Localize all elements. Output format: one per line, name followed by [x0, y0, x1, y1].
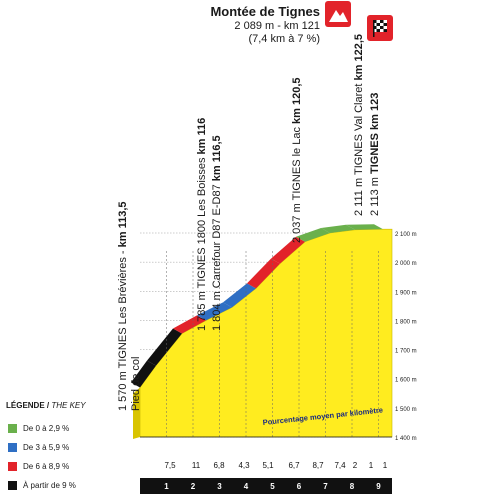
gradient-ribbon-segment — [321, 224, 355, 233]
profile-side — [133, 387, 140, 439]
y-tick-label: 1 700 m — [395, 349, 417, 355]
y-tick-label: 2 100 m — [395, 232, 417, 238]
km-tick-label: 6 — [297, 482, 302, 491]
km-tick-label: 8 — [350, 482, 355, 491]
segment-gradient-label: 7,5 — [164, 461, 176, 470]
legend-item-black: À partir de 9 % — [8, 479, 76, 491]
segment-gradient-label: 2 — [353, 461, 358, 470]
gradient-ribbon-segment — [197, 302, 232, 321]
segment-gradient-label: 6,7 — [288, 461, 300, 470]
segment-gradient-label: 4,3 — [238, 461, 250, 470]
legend-swatch-black — [8, 480, 17, 490]
gradient-ribbon-segment — [147, 328, 182, 366]
km-bar — [140, 478, 392, 494]
gradient-ribbon-segment — [173, 315, 206, 334]
gradient-ribbon-segment — [247, 258, 280, 289]
km-tick-label: 9 — [376, 482, 381, 491]
y-tick-label: 2 000 m — [395, 261, 417, 267]
legend-swatch-red — [8, 461, 17, 471]
km-tick-label: 3 — [217, 482, 222, 491]
summit-mountain-icon — [325, 1, 351, 27]
gradient-ribbon-segment — [131, 360, 156, 388]
km-tick-label: 2 — [191, 482, 196, 491]
segment-gradient-label: 8,7 — [312, 461, 324, 470]
waypoint-label-tignes-finish: 2 113 m TIGNES km 123 — [369, 92, 381, 216]
segment-gradient-label: 11 — [192, 461, 201, 470]
segment-gradient-label: 1 — [369, 461, 374, 470]
legend-swatch-blue — [8, 442, 17, 452]
waypoint-label-les-boisses: 1 785 m TIGNES 1800 Les Boisses km 116 — [196, 117, 208, 331]
climb-summit-altitude: 2 089 m - km 121 — [234, 20, 320, 32]
legend-item-green: De 0 à 2,9 % — [8, 422, 69, 434]
segment-gradient-label: 7,4 — [334, 461, 346, 470]
gradient-ribbon-segment — [223, 283, 256, 308]
gradient-ribbon-segment — [271, 236, 305, 264]
segment-gradient-label: 1 — [383, 461, 388, 470]
km-tick-label: 5 — [270, 482, 275, 491]
finish-flag-icon — [367, 15, 393, 41]
km-tick-label: 4 — [244, 482, 249, 491]
segment-gradient-label: 6,8 — [213, 461, 225, 470]
legend-item-blue: De 3 à 5,9 % — [8, 441, 69, 453]
legend-item-red: De 6 à 8,9 % — [8, 460, 69, 472]
climb-title: Montée de Tignes — [210, 4, 320, 19]
waypoint-label-breviere: 1 570 m TIGNES Les Brévières - km 113,5 — [117, 201, 129, 411]
waypoint-label-val-claret: 2 111 m TIGNES Val Claret km 122,5 — [353, 34, 365, 216]
y-tick-label: 1 500 m — [395, 407, 417, 413]
waypoint-note-pied-de-col: Pied de col — [130, 356, 142, 411]
km-tick-label: 1 — [164, 482, 169, 491]
legend-swatch-green — [8, 423, 17, 433]
gradient-ribbon-segment — [346, 224, 383, 230]
waypoint-label-carrefour-d87: 1 804 m Carrefour D87 E-D87 km 116,5 — [211, 135, 223, 331]
y-tick-label: 1 900 m — [395, 290, 417, 296]
segment-gradient-label: 5,1 — [262, 461, 274, 470]
climb-length-gradient: (7,4 km à 7 %) — [248, 33, 320, 45]
waypoint-label-tignes-le-lac: 2 037 m TIGNES le Lac km 120,5 — [291, 77, 303, 243]
y-tick-label: 1 400 m — [395, 436, 417, 442]
gradient-ribbon-segment — [296, 228, 330, 242]
y-tick-label: 1 800 m — [395, 319, 417, 325]
legend-title: LÉGENDE / THE KEY — [6, 401, 86, 410]
y-tick-label: 1 600 m — [395, 378, 417, 384]
km-tick-label: 7 — [323, 482, 328, 491]
